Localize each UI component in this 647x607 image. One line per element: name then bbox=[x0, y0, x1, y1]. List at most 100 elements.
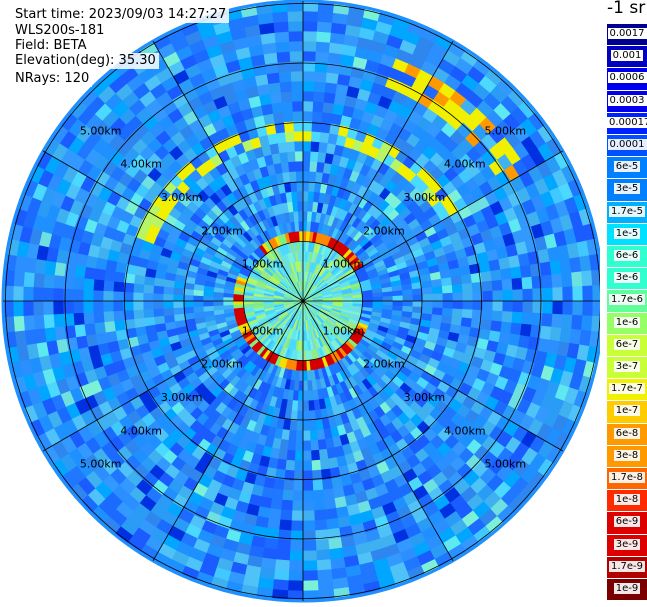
colorbar-tick-label: 1e-7 bbox=[607, 400, 647, 423]
range-gate-cell bbox=[287, 580, 304, 592]
range-gate-cell bbox=[302, 180, 310, 192]
range-gate-cell bbox=[491, 310, 504, 323]
range-gate-cell bbox=[272, 478, 285, 491]
range-ring-label: 5.00km bbox=[80, 458, 122, 471]
range-gate-cell bbox=[302, 60, 316, 72]
range-gate-cell bbox=[294, 440, 304, 452]
range-gate-cell bbox=[532, 288, 544, 302]
range-gate-cell bbox=[362, 297, 374, 302]
range-gate-cell bbox=[162, 307, 175, 316]
range-gate-cell bbox=[302, 360, 307, 372]
range-gate-cell bbox=[290, 70, 304, 82]
range-gate-cell bbox=[302, 490, 314, 502]
range-gate-cell bbox=[271, 488, 284, 501]
range-gate-cell bbox=[460, 274, 473, 285]
range-gate-cell bbox=[152, 300, 164, 310]
range-gate-cell bbox=[392, 300, 404, 307]
range-gate-cell bbox=[286, 439, 296, 452]
colorbar-tick-label: 0.0001 bbox=[607, 134, 647, 157]
range-gate-cell bbox=[33, 272, 45, 288]
range-gate-cell bbox=[82, 277, 95, 291]
range-gate-cell bbox=[132, 309, 145, 320]
range-gate-cell bbox=[552, 300, 564, 315]
range-gate-cell bbox=[112, 310, 125, 322]
range-gate-cell bbox=[276, 539, 291, 551]
range-gate-cell bbox=[302, 520, 316, 532]
range-gate-cell bbox=[310, 150, 320, 163]
range-gate-cell bbox=[582, 300, 594, 317]
colorbar-tick-label: 3e-8 bbox=[607, 444, 647, 467]
range-gate-cell bbox=[22, 286, 34, 302]
range-gate-cell bbox=[296, 410, 304, 422]
range-gate-cell bbox=[302, 500, 315, 512]
range-gate-cell bbox=[274, 31, 290, 43]
nrays-label: NRays: 120 bbox=[12, 71, 93, 87]
range-gate-cell bbox=[314, 519, 328, 532]
range-gate-cell bbox=[317, 438, 327, 451]
range-gate-cell bbox=[402, 300, 414, 308]
range-gate-cell bbox=[172, 293, 184, 302]
range-gate-cell bbox=[292, 100, 304, 112]
range-gate-cell bbox=[571, 271, 583, 288]
range-gate-cell bbox=[272, 579, 289, 591]
range-gate-cell bbox=[521, 276, 534, 290]
range-gate-cell bbox=[322, 488, 335, 501]
range-gate-cell bbox=[153, 315, 166, 325]
range-gate-cell bbox=[92, 300, 104, 313]
range-gate-cell bbox=[313, 80, 327, 93]
range-gate-cell bbox=[327, 537, 343, 550]
range-gate-cell bbox=[313, 90, 326, 103]
colorbar-tick-label: 6e-5 bbox=[607, 156, 647, 179]
range-gate-cell bbox=[103, 320, 116, 333]
range-gate-cell bbox=[268, 81, 282, 94]
range-gate-cell bbox=[302, 190, 310, 202]
range-gate-cell bbox=[73, 323, 87, 338]
range-gate-cell bbox=[133, 317, 146, 328]
range-gate-cell bbox=[302, 150, 312, 162]
range-gate-cell bbox=[212, 304, 224, 311]
colorbar-tick-label: 1.7e-5 bbox=[607, 200, 647, 223]
colorbar-tick-label: 6e-7 bbox=[607, 333, 647, 356]
range-gate-cell bbox=[372, 296, 384, 302]
range-gate-cell bbox=[572, 300, 584, 316]
range-gate-cell bbox=[302, 510, 315, 522]
range-gate-cell bbox=[152, 284, 165, 294]
range-gate-cell bbox=[202, 305, 214, 312]
range-gate-cell bbox=[316, 21, 333, 33]
range-gate-cell bbox=[327, 52, 343, 65]
range-gate-cell bbox=[152, 292, 164, 302]
range-gate-cell bbox=[308, 420, 317, 432]
range-gate-cell bbox=[311, 459, 322, 472]
range-gate-cell bbox=[422, 300, 434, 309]
azimuth-spoke bbox=[152, 40, 304, 302]
range-gate-cell bbox=[452, 292, 464, 302]
colorbar-tick-label: 6e-6 bbox=[607, 245, 647, 268]
colorbar-tick-label: 0.0017 bbox=[607, 23, 647, 46]
range-gate-cell bbox=[490, 269, 503, 282]
range-gate-cell bbox=[510, 266, 523, 280]
range-gate-cell bbox=[382, 291, 394, 298]
range-gate-cell bbox=[302, 110, 314, 122]
range-gate-cell bbox=[321, 111, 334, 124]
range-gate-cell bbox=[551, 313, 563, 329]
range-gate-cell bbox=[307, 400, 315, 412]
ppi-scan-plot: 1.00km 1.00km 1.00km 1.00km 2.00km 2.00km 2.00… bbox=[1, 0, 600, 603]
range-gate-cell bbox=[539, 261, 552, 277]
range-gate-cell bbox=[273, 21, 290, 33]
range-gate-cell bbox=[310, 449, 321, 462]
range-gate-cell bbox=[501, 311, 514, 324]
colorbar-tick-label: 1e-8 bbox=[607, 489, 647, 512]
range-ring-label: 4.00km bbox=[120, 424, 162, 437]
range-gate-cell bbox=[382, 295, 394, 302]
range-gate-cell bbox=[309, 429, 318, 442]
range-gate-cell bbox=[322, 101, 335, 114]
range-gate-cell bbox=[282, 110, 294, 123]
range-gate-cell bbox=[312, 100, 325, 113]
range-gate-cell bbox=[441, 308, 454, 318]
range-gate-cell bbox=[302, 160, 311, 172]
range-gate-cell bbox=[232, 300, 244, 305]
range-gate-cell bbox=[452, 300, 464, 310]
range-gate-cell bbox=[302, 440, 312, 452]
range-gate-cell bbox=[302, 540, 317, 552]
range-gate-cell bbox=[112, 290, 124, 302]
